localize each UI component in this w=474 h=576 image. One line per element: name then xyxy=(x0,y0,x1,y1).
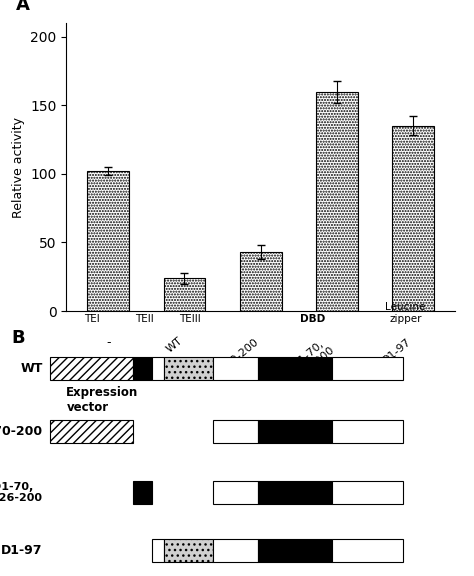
Text: A: A xyxy=(16,0,30,14)
Bar xyxy=(133,481,152,504)
Bar xyxy=(332,357,403,380)
Bar xyxy=(332,481,403,504)
Bar xyxy=(152,357,164,380)
Bar xyxy=(332,539,403,562)
Text: B: B xyxy=(12,329,26,347)
Bar xyxy=(50,420,133,443)
Bar xyxy=(213,481,258,504)
Text: DBD: DBD xyxy=(300,314,326,324)
Text: TEII: TEII xyxy=(135,314,154,324)
Bar xyxy=(258,481,332,504)
Text: D1-70,
126-200: D1-70, 126-200 xyxy=(288,336,337,382)
Bar xyxy=(164,357,213,380)
Bar xyxy=(213,539,258,562)
Y-axis label: Relative activity: Relative activity xyxy=(12,116,25,218)
Bar xyxy=(258,357,332,380)
Text: D1-70,
126-200: D1-70, 126-200 xyxy=(0,482,43,503)
Bar xyxy=(316,92,358,311)
Bar xyxy=(87,171,129,311)
Bar xyxy=(152,539,164,562)
Text: D1-97: D1-97 xyxy=(1,544,43,557)
Bar xyxy=(392,126,434,311)
Bar xyxy=(164,539,213,562)
Text: Leucine
zipper: Leucine zipper xyxy=(385,302,426,324)
Text: Expression
vector: Expression vector xyxy=(66,386,138,415)
Text: WT: WT xyxy=(164,336,184,355)
Bar xyxy=(258,539,332,562)
Text: D70-200: D70-200 xyxy=(218,336,261,374)
Bar xyxy=(213,420,258,443)
Bar xyxy=(258,420,332,443)
Bar xyxy=(133,357,152,380)
Text: WT: WT xyxy=(20,362,43,374)
Bar xyxy=(164,278,205,311)
Bar xyxy=(240,252,282,311)
Bar xyxy=(213,357,258,380)
Text: TEI: TEI xyxy=(84,314,100,324)
Text: TEIII: TEIII xyxy=(179,314,201,324)
Text: D70-200: D70-200 xyxy=(0,425,43,438)
Text: D1-97: D1-97 xyxy=(381,336,413,365)
Bar xyxy=(50,357,133,380)
Bar xyxy=(332,420,403,443)
Text: -: - xyxy=(106,336,110,348)
